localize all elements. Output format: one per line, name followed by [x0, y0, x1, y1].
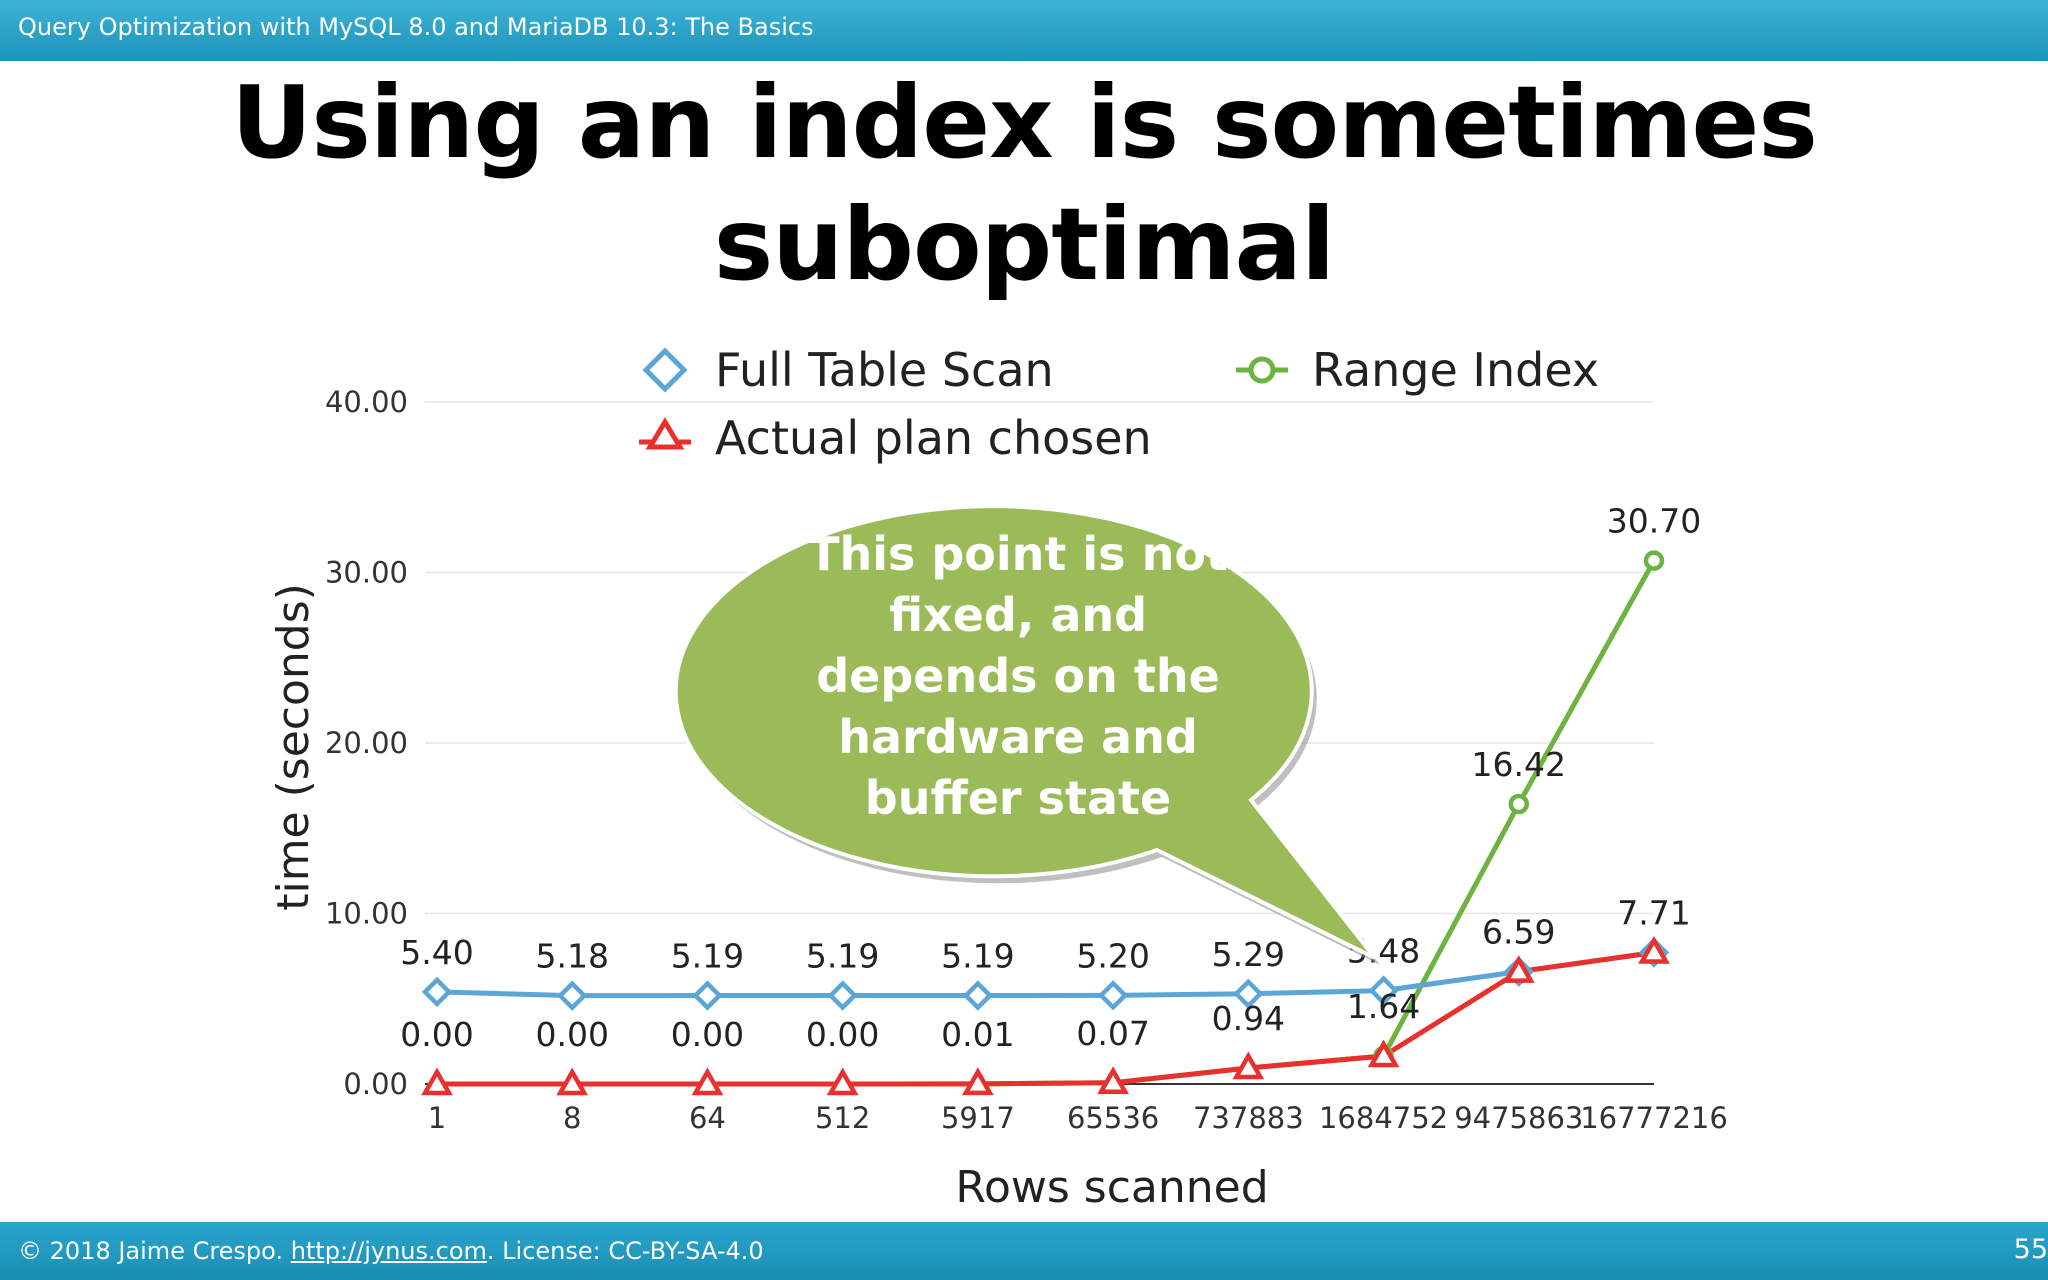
legend-triangle-marker	[645, 417, 685, 450]
data-labels: 5.40 5.18 5.19 5.19 5.19 5.20 5.29 5.48 6.59 7.71…	[400, 502, 1701, 1054]
slide-title: Using an index is sometimes suboptimal	[100, 62, 1948, 306]
x-tick-label: 9475863	[1454, 1101, 1583, 1135]
callout-shape	[673, 504, 1377, 960]
diamond-marker	[1233, 978, 1264, 1009]
callout-line: hardware and	[838, 710, 1198, 764]
website-link[interactable]: http://jynus.com	[290, 1237, 487, 1265]
triangle-marker	[962, 1067, 994, 1096]
x-axis-label: Rows scanned	[955, 1162, 1268, 1213]
legend-label: Full Table Scan	[715, 343, 1054, 397]
triangle-marker	[1097, 1066, 1129, 1095]
x-tick-label: 1	[428, 1101, 446, 1135]
triangle-marker	[1232, 1051, 1265, 1080]
triangle-marker	[691, 1067, 724, 1096]
data-label: 5.29	[1212, 935, 1285, 974]
y-tick-label: 20.00	[325, 726, 408, 760]
footer-text: © 2018 Jaime Crespo. http://jynus.com. L…	[18, 1237, 764, 1265]
legend-circle-marker	[1248, 356, 1276, 384]
legend-item: Full Table Scan	[642, 343, 1054, 397]
x-tick-labels: 1 8 64 512 5917 65536 737883 1684752 94758631677…	[428, 1101, 1728, 1135]
data-label: 0.00	[671, 1015, 744, 1054]
series-line	[436, 950, 1655, 999]
circle-marker	[1508, 793, 1530, 815]
data-label: 0.94	[1212, 999, 1285, 1038]
legend-label: Actual plan chosen	[715, 411, 1152, 465]
data-label: 16.42	[1472, 745, 1566, 784]
diamond-marker	[692, 980, 723, 1011]
data-label: 5.40	[400, 933, 473, 972]
diamond-marker	[827, 980, 858, 1011]
x-tick-label: 1684752	[1319, 1101, 1448, 1135]
slide-title-line-2: suboptimal	[713, 186, 1336, 303]
y-tick-label: 30.00	[325, 556, 408, 590]
diamond-marker	[1097, 980, 1129, 1011]
diamond-marker	[421, 976, 453, 1008]
diamond-marker	[1368, 975, 1399, 1006]
callout-line: buffer state	[865, 771, 1171, 825]
diamond-marker	[962, 980, 994, 1011]
x-tick-label: 8	[563, 1101, 581, 1135]
callout-text: This point is not fixed, and depends on th…	[808, 527, 1228, 825]
legend-item: Actual plan chosen	[639, 411, 1152, 465]
legend-diamond-marker	[642, 347, 688, 393]
data-label: 5.19	[941, 937, 1014, 976]
data-label: 0.07	[1076, 1014, 1149, 1053]
triangle-marker	[421, 1067, 453, 1096]
legend-label: Range Index	[1312, 343, 1599, 397]
triangle-marker	[1367, 1039, 1400, 1068]
triangle-marker	[826, 1067, 859, 1096]
diamond-marker	[557, 980, 588, 1011]
license-text: . License: CC-BY-SA-4.0	[486, 1237, 764, 1265]
triangle-marker	[1502, 955, 1535, 983]
data-label: 0.00	[535, 1015, 608, 1054]
data-label: 5.19	[671, 937, 744, 976]
x-tick-label: 16777216	[1580, 1101, 1728, 1135]
page-number: 55	[2013, 1234, 2048, 1265]
deck-title: Query Optimization with MySQL 8.0 and Ma…	[18, 13, 814, 41]
legend: Full Table Scan Range Index Actual plan ch…	[639, 343, 1599, 465]
x-tick-label: 5917	[941, 1101, 1015, 1135]
x-tick-label: 512	[815, 1101, 870, 1135]
x-tick-label: 65536	[1067, 1101, 1159, 1135]
slide-title-line-1: Using an index is sometimes	[231, 64, 1818, 181]
callout-line: fixed, and	[889, 588, 1147, 642]
series-markers	[421, 550, 1670, 1096]
data-label: 6.59	[1482, 913, 1555, 952]
data-label: 1.64	[1347, 987, 1420, 1026]
circle-marker	[1643, 550, 1665, 571]
data-label: 0.00	[400, 1015, 473, 1054]
triangle-marker	[556, 1067, 589, 1096]
data-label: 5.19	[806, 937, 879, 976]
callout-bubble: This point is not fixed, and depends on th…	[673, 504, 1380, 965]
data-label: 5.20	[1076, 936, 1149, 975]
y-tick-labels: 0.00 10.00 20.00 30.00 40.00	[325, 385, 408, 1101]
y-tick-label: 10.00	[325, 897, 408, 931]
callout-line: This point is not	[808, 527, 1228, 581]
data-label: 5.18	[535, 937, 608, 976]
callout-line: depends on the	[816, 649, 1220, 703]
data-label: 7.71	[1617, 894, 1690, 933]
copyright-text: © 2018 Jaime Crespo.	[18, 1237, 291, 1265]
series-lines	[436, 559, 1657, 1087]
x-tick-label: 64	[689, 1101, 726, 1135]
header-bar: Query Optimization with MySQL 8.0 and Ma…	[0, 0, 2048, 61]
y-tick-label: 0.00	[343, 1067, 408, 1101]
y-tick-label: 40.00	[325, 385, 408, 419]
footer-bar: © 2018 Jaime Crespo. http://jynus.com. L…	[0, 1222, 2048, 1280]
series-line	[437, 950, 1655, 1087]
data-label: 0.00	[806, 1015, 879, 1054]
triangle-marker	[1638, 936, 1670, 964]
legend-item: Range Index	[1236, 343, 1599, 397]
x-tick-label: 737883	[1193, 1101, 1304, 1135]
data-label: 0.01	[941, 1015, 1014, 1054]
y-axis-label: time (seconds)	[268, 583, 319, 911]
data-label: 30.70	[1607, 502, 1701, 541]
